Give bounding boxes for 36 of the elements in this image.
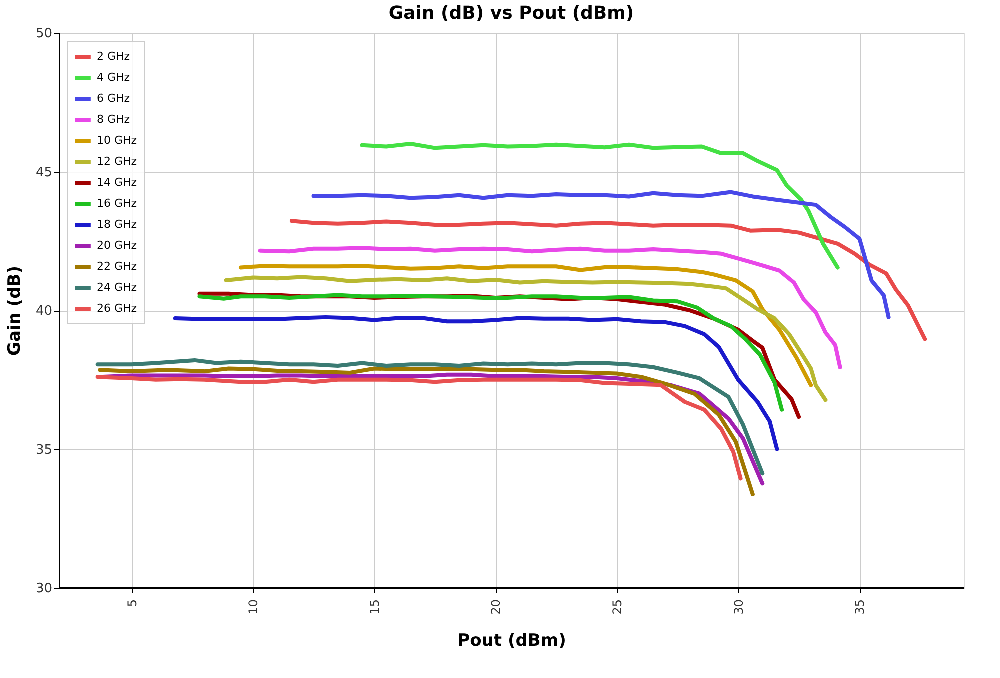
- legend-label: 8 GHz: [97, 113, 130, 126]
- legend-label: 6 GHz: [97, 92, 130, 105]
- y-axis-title: Gain (dB): [4, 266, 25, 356]
- legend-label: 24 GHz: [97, 281, 138, 294]
- x-tick-label: 25: [610, 600, 625, 615]
- line-series: [360, 142, 840, 270]
- x-tick-label: 10: [246, 600, 261, 615]
- y-tick-label: 45: [36, 165, 52, 180]
- x-tick-label: 20: [489, 600, 504, 615]
- line-series: [258, 246, 842, 370]
- y-tick-label: 50: [36, 26, 52, 42]
- legend-label: 26 GHz: [97, 302, 138, 315]
- legend-label: 20 GHz: [97, 239, 138, 252]
- legend-label: 16 GHz: [97, 197, 138, 210]
- x-axis-title: Pout (dBm): [458, 630, 566, 651]
- legend-label: 22 GHz: [97, 260, 138, 273]
- legend-label: 14 GHz: [97, 176, 138, 189]
- legend-label: 2 GHz: [97, 50, 130, 63]
- legend-label: 18 GHz: [97, 218, 138, 231]
- y-tick-label: 35: [36, 442, 52, 458]
- line-series: [290, 219, 928, 342]
- x-tick-label: 5: [125, 600, 140, 608]
- x-tick-label: 35: [853, 600, 868, 615]
- line-series: [224, 275, 828, 402]
- chart-title: Gain (dB) vs Pout (dBm): [388, 3, 634, 24]
- legend-label: 10 GHz: [97, 134, 138, 147]
- line-series: [96, 358, 765, 476]
- y-tick-label: 30: [36, 582, 52, 596]
- legend-label: 4 GHz: [97, 71, 130, 84]
- line-series: [312, 190, 891, 320]
- line-series: [238, 264, 814, 388]
- y-tick-label: 40: [36, 304, 52, 319]
- legend-label: 12 GHz: [97, 155, 138, 168]
- line-series: [173, 315, 780, 452]
- x-tick-label: 30: [732, 600, 746, 615]
- x-tick-label: 15: [368, 600, 382, 615]
